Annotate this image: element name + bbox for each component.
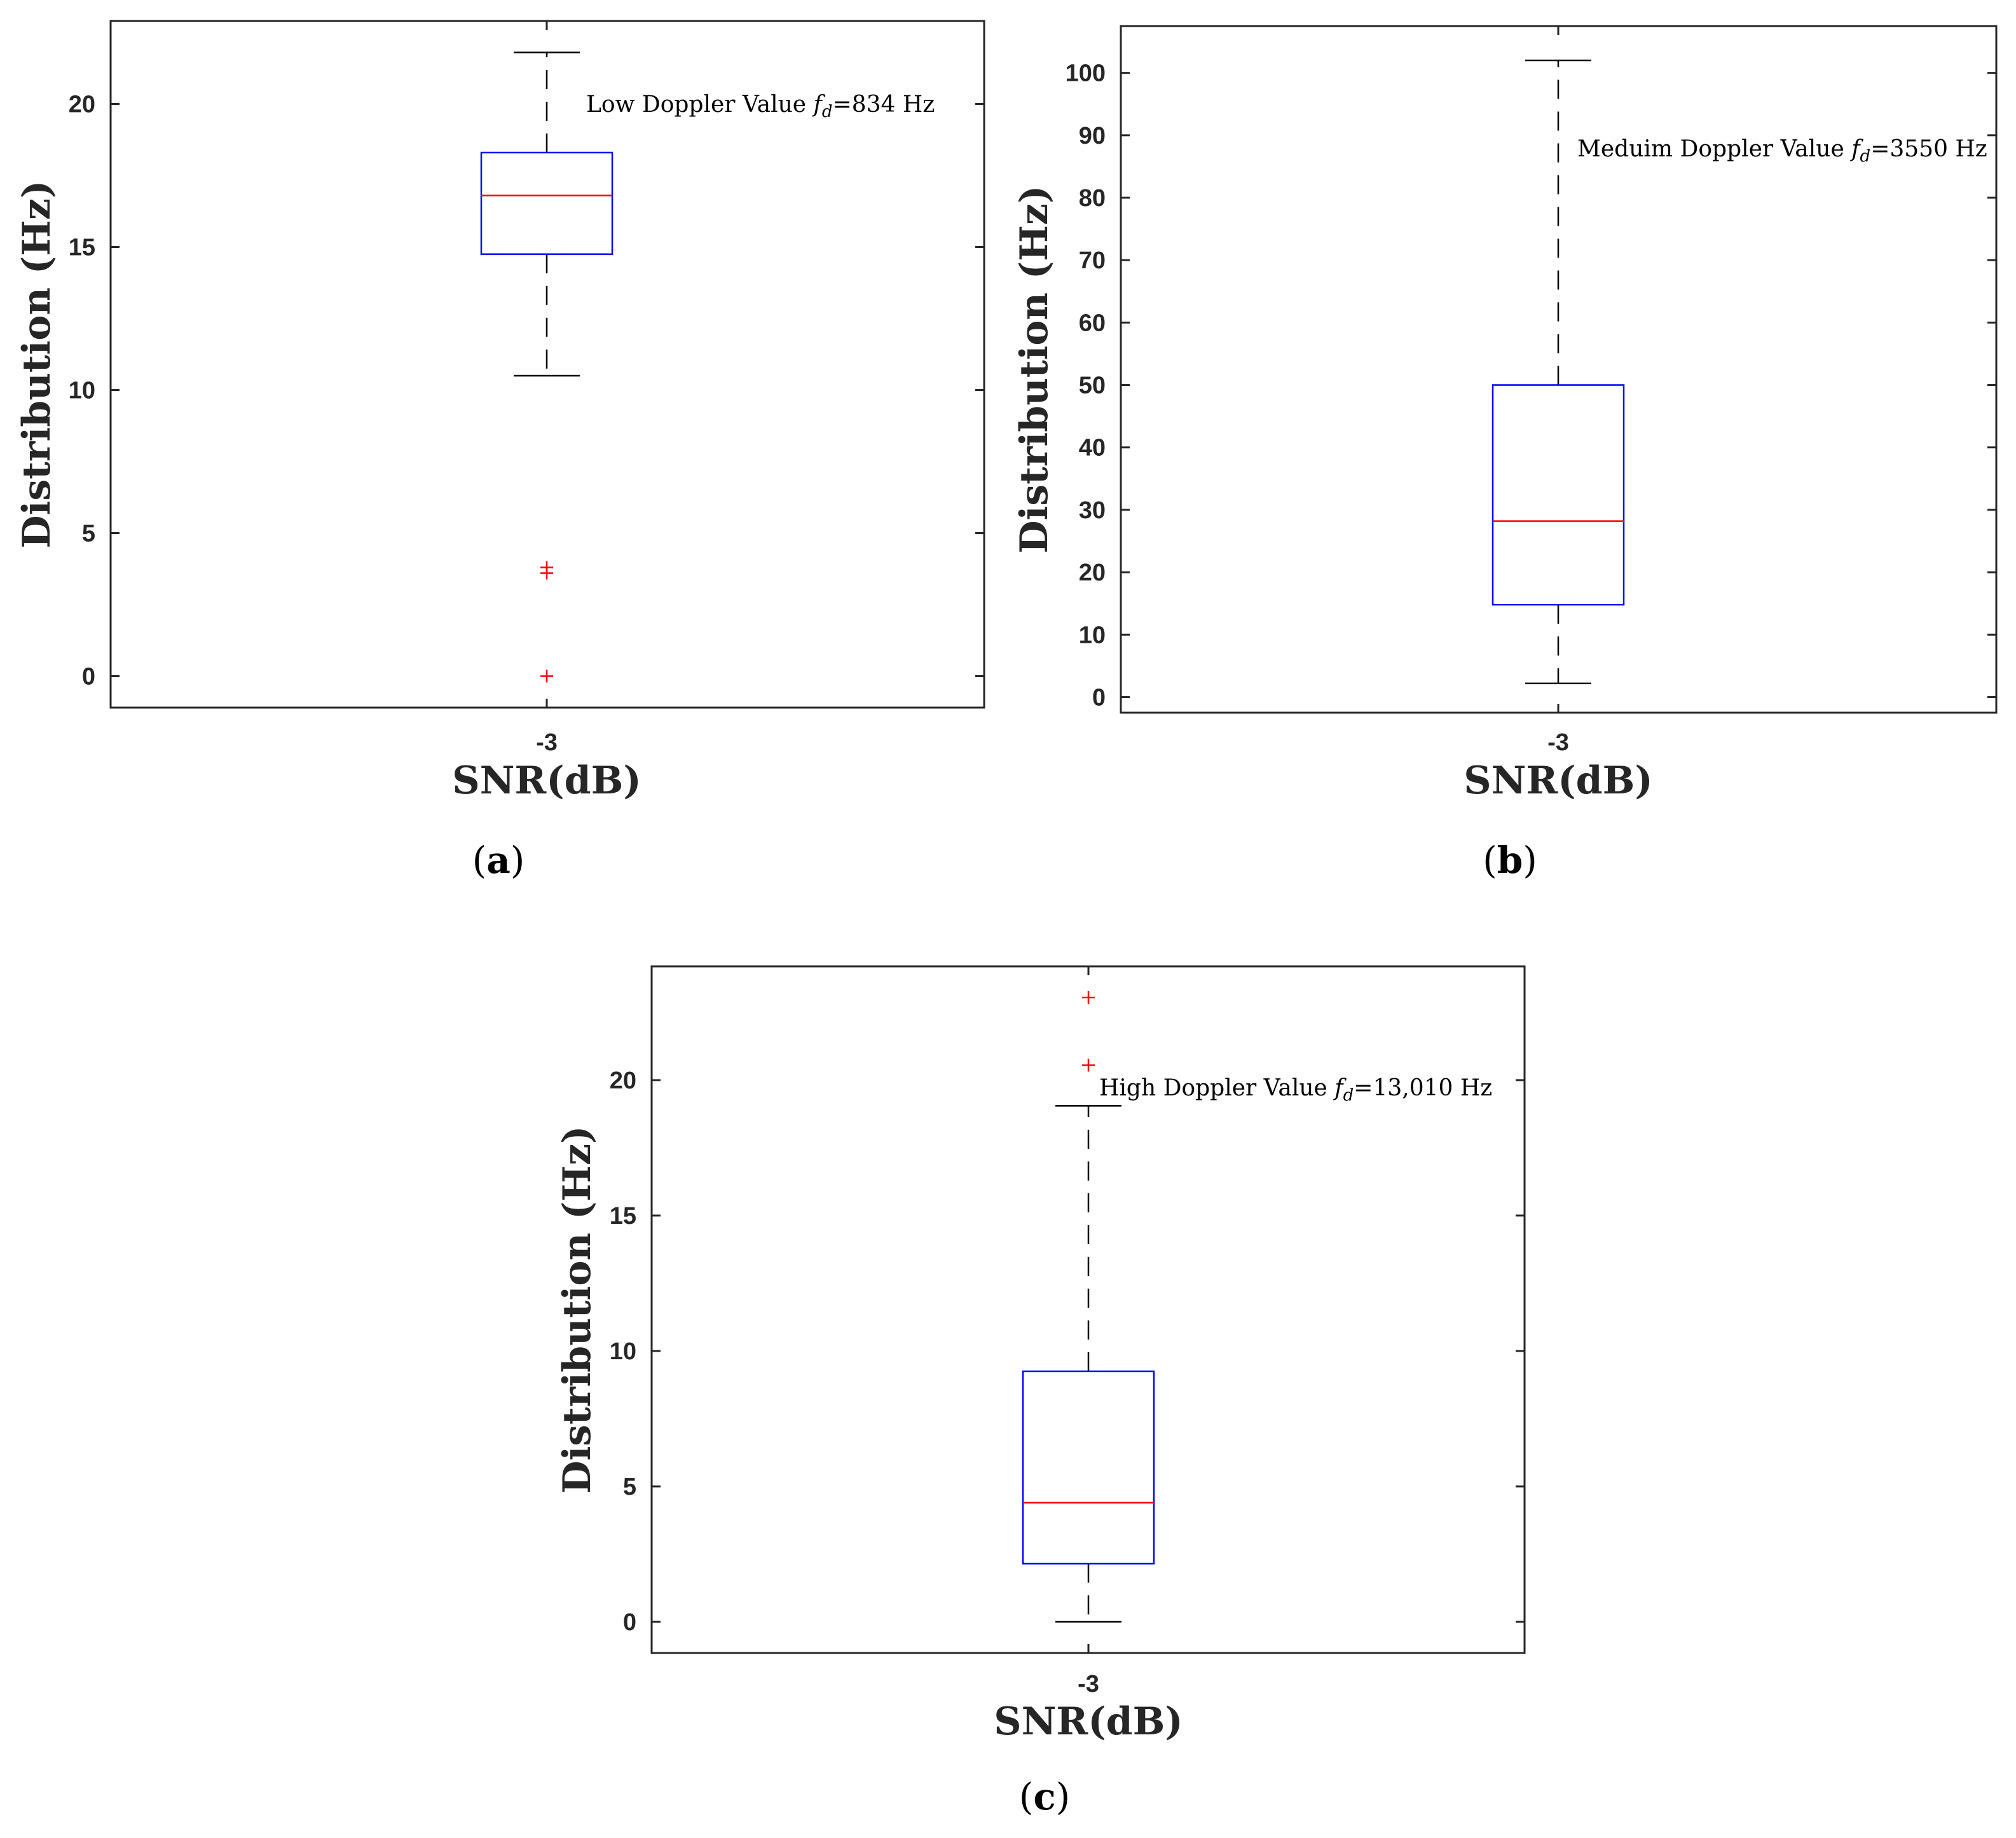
panel-caption: (a) bbox=[472, 839, 525, 882]
x-axis-title: SNR(dB) bbox=[452, 758, 641, 803]
y-tick-label: 90 bbox=[1079, 123, 1106, 149]
y-tick-label: 0 bbox=[623, 1609, 636, 1636]
annotation-subscript: d bbox=[1343, 1086, 1354, 1105]
panel-c: 0 5 10 15 20 -3 SNR(dB) Distribution (Hz) Hi… bbox=[555, 965, 1526, 1818]
y-tick-label: 100 bbox=[1066, 60, 1106, 87]
panel-caption-letter: b bbox=[1497, 839, 1523, 882]
x-axis-title: SNR(dB) bbox=[994, 1699, 1183, 1744]
y-axis-title: Distribution (Hz) bbox=[555, 1126, 600, 1494]
iqr-box bbox=[1491, 384, 1625, 606]
y-tick-label: 10 bbox=[610, 1338, 636, 1365]
panel-caption-letter: a bbox=[486, 839, 511, 882]
annotation-subscript: d bbox=[1860, 147, 1871, 166]
y-tick-label: 30 bbox=[1079, 497, 1106, 524]
y-tick-label: 10 bbox=[1079, 622, 1106, 648]
annotation: Low Doppler Value fd=834 Hz bbox=[586, 92, 935, 121]
annotation-prefix: Low Doppler Value bbox=[586, 92, 814, 118]
y-tick-label: 80 bbox=[1079, 185, 1106, 212]
y-tick-label: 20 bbox=[69, 92, 95, 118]
y-axis-title: Distribution (Hz) bbox=[15, 181, 59, 549]
annotation-suffix: =834 Hz bbox=[833, 92, 935, 118]
y-tick-label: 10 bbox=[69, 378, 95, 404]
annotation-prefix: Meduim Doppler Value bbox=[1577, 136, 1851, 162]
x-axis-title: SNR(dB) bbox=[1464, 758, 1652, 803]
y-tick-label: 60 bbox=[1079, 310, 1106, 336]
y-tick-label: 40 bbox=[1079, 435, 1106, 462]
annotation-prefix: High Doppler Value bbox=[1099, 1075, 1334, 1101]
y-tick-label: 70 bbox=[1079, 247, 1106, 274]
annotation-suffix: =13,010 Hz bbox=[1354, 1075, 1492, 1101]
outlier-marker bbox=[540, 669, 553, 683]
panel-b: 0 10 20 30 40 50 60 70 80 90 100 -3 SNR(dB) Distri… bbox=[1012, 25, 1998, 882]
iqr-box bbox=[1022, 1370, 1155, 1565]
y-tick-label: 0 bbox=[1092, 684, 1106, 711]
panel-a: 0 5 10 15 20 -3 SNR(dB) Distribution (Hz) Lo… bbox=[15, 20, 985, 882]
y-tick-label: 20 bbox=[610, 1067, 636, 1094]
annotation-subscript: d bbox=[822, 102, 833, 121]
y-tick-label: 15 bbox=[69, 235, 95, 261]
y-tick-label: 20 bbox=[1079, 559, 1106, 586]
outlier-marker bbox=[1082, 1059, 1095, 1072]
x-tick-label: -3 bbox=[1078, 1671, 1099, 1697]
x-tick-label: -3 bbox=[1547, 729, 1569, 756]
y-tick-label: 5 bbox=[623, 1474, 636, 1500]
panel-caption: (c) bbox=[1019, 1775, 1071, 1818]
y-tick-label: 50 bbox=[1079, 373, 1106, 399]
outlier-marker bbox=[540, 561, 553, 574]
y-axis-title: Distribution (Hz) bbox=[1012, 186, 1057, 554]
x-tick-label: -3 bbox=[536, 729, 558, 756]
annotation-suffix: =3550 Hz bbox=[1870, 136, 1987, 162]
y-tick-label: 15 bbox=[610, 1203, 636, 1230]
iqr-box bbox=[480, 151, 614, 255]
panel-caption: (b) bbox=[1483, 839, 1537, 882]
outlier-marker bbox=[1082, 991, 1095, 1004]
y-tick-label: 0 bbox=[82, 664, 95, 690]
y-tick-label: 5 bbox=[82, 521, 95, 547]
panel-caption-letter: c bbox=[1033, 1775, 1055, 1818]
annotation: Meduim Doppler Value fd=3550 Hz bbox=[1577, 136, 1987, 166]
annotation: High Doppler Value fd=13,010 Hz bbox=[1099, 1075, 1492, 1105]
